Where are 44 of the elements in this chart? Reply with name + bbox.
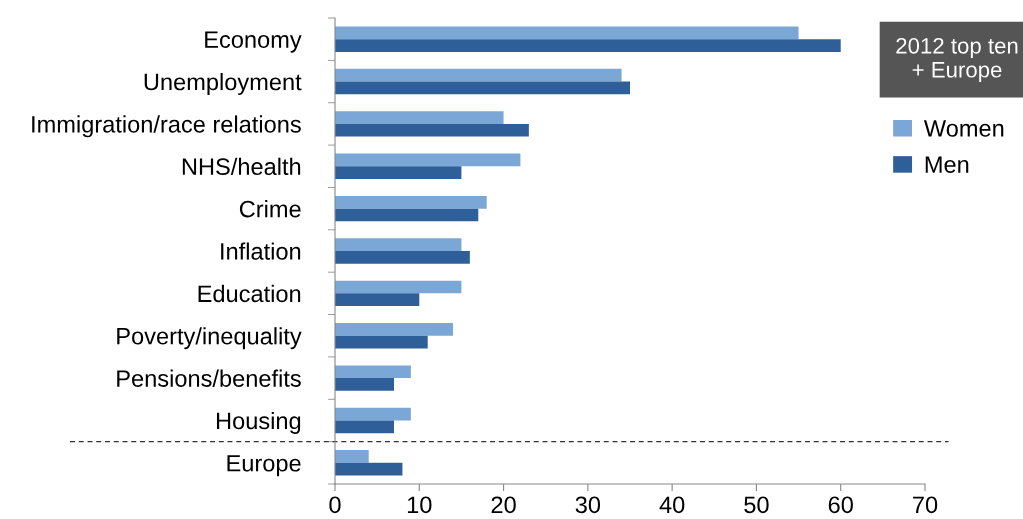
x-tick-label: 70 (913, 496, 938, 514)
bar (335, 378, 394, 391)
bar (335, 123, 529, 137)
y-tick-label: Education (198, 284, 301, 303)
annotation: 2012 top ten + Europe (896, 37, 1018, 83)
y-tick-label: Poverty/inequality (117, 327, 302, 350)
x-tick-label: 0 (329, 496, 341, 514)
legend-label: Women (923, 120, 1004, 137)
bar (335, 462, 403, 476)
bar (335, 365, 411, 379)
y-tick-label: Housing (216, 411, 301, 434)
bar (335, 420, 394, 434)
x-tick-label: 40 (659, 496, 685, 514)
y-tick-label: Inflation (221, 242, 301, 260)
bar (335, 68, 622, 82)
bar (335, 195, 487, 209)
y-tick-label: Pensions/benefits (117, 369, 301, 387)
x-tick-label: 10 (407, 496, 432, 514)
bar (335, 407, 411, 421)
bar (335, 323, 453, 336)
bar (335, 208, 479, 222)
bar (335, 153, 521, 167)
bar (335, 238, 462, 251)
bar (335, 166, 462, 179)
y-tick-label: Economy (205, 31, 302, 53)
bar (335, 81, 630, 95)
x-tick-label: 30 (575, 496, 601, 514)
x-tick-label: 50 (744, 496, 769, 514)
bar (335, 251, 470, 264)
y-tick-label: Europe (227, 455, 301, 477)
y-tick-label: Unemployment (144, 72, 302, 95)
bar (335, 111, 504, 124)
legend-label: Men (925, 156, 969, 173)
bar (335, 293, 420, 307)
bar (335, 39, 841, 52)
y-tick-label: Crime (239, 200, 301, 218)
y-tick-label: NHS/health (182, 157, 301, 176)
y-tick-label: Immigration/race relations (32, 115, 301, 138)
bar (335, 280, 462, 294)
bar (335, 26, 799, 40)
bar (335, 335, 428, 349)
x-tick-label: 60 (828, 496, 853, 514)
x-tick-label: 20 (491, 496, 516, 514)
bar (335, 450, 369, 463)
